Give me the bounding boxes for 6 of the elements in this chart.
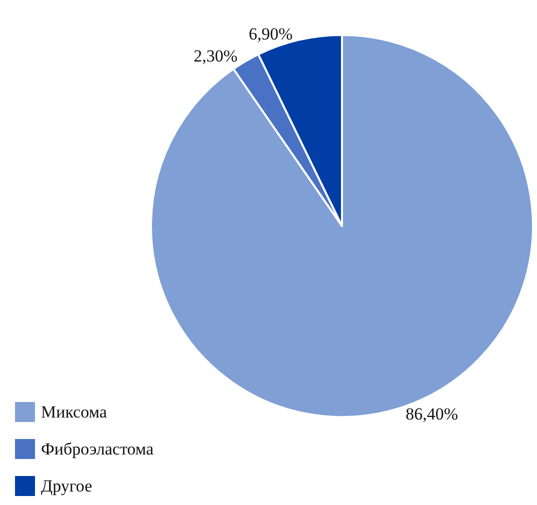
data-label: 2,30% [194, 46, 238, 66]
legend-label: Миксома [41, 402, 108, 422]
data-label: 86,40% [406, 404, 458, 424]
legend-label: Фиброэластома [41, 440, 154, 458]
legend-label: Другое [41, 476, 92, 496]
data-label: 6,90% [248, 24, 293, 44]
